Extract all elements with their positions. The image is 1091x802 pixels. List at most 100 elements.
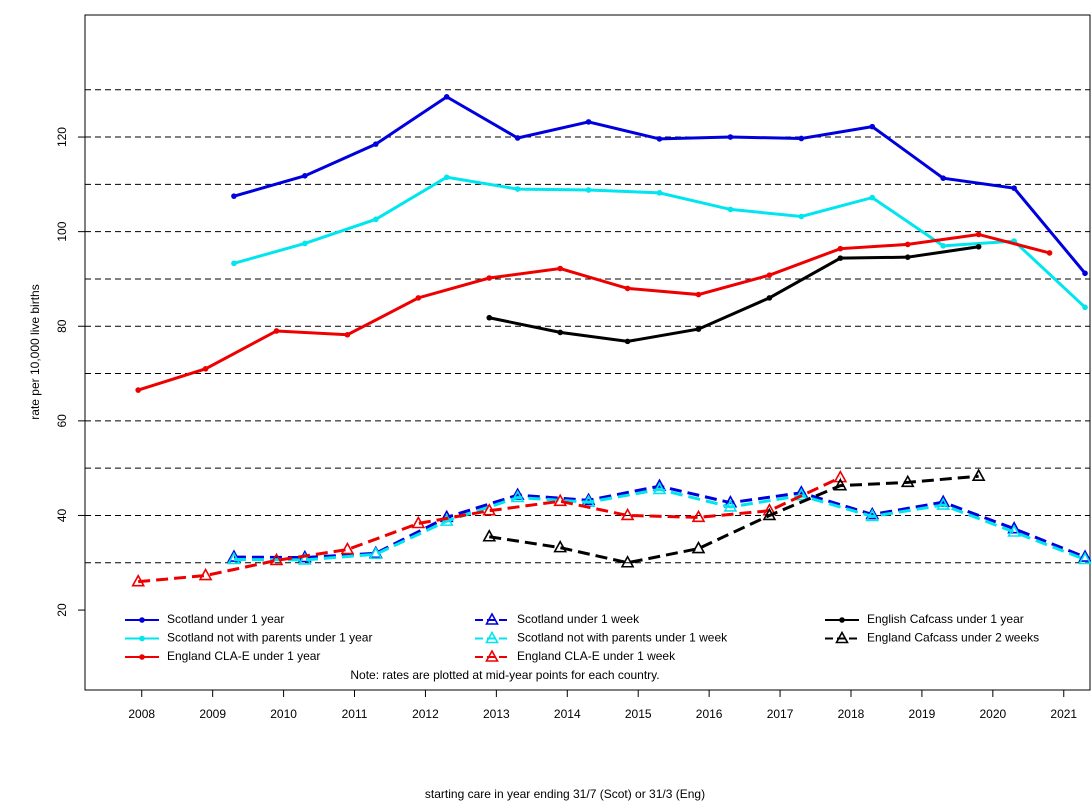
data-point [482,503,497,516]
x-tick-label: 2018 [838,707,865,721]
data-point [585,187,592,193]
series-line [233,487,1086,562]
legend-label: England Cafcass under 2 weeks [867,631,1039,645]
data-point [298,552,312,565]
data-point [1011,185,1017,191]
data-point [227,551,241,565]
x-tick-label: 2019 [909,707,936,721]
x-tick-label: 2008 [128,707,155,721]
data-point [975,243,982,250]
series-line [137,232,1050,392]
data-point [553,539,568,553]
x-tick-label: 2013 [483,707,510,721]
series-line [233,95,1087,275]
data-point [727,134,734,140]
data-point [904,254,911,260]
data-point [940,175,946,181]
data-point [794,487,809,501]
data-point [865,506,880,520]
data-point [869,194,876,201]
series-line [138,476,841,584]
data-point [837,245,844,252]
data-point [514,186,521,192]
legend-marker [139,617,145,623]
data-point [762,507,777,521]
data-point [971,468,986,481]
data-point [231,193,237,199]
data-point [1007,521,1021,534]
data-point [1082,304,1088,311]
x-tick-label: 2010 [270,707,297,721]
data-point [865,508,880,522]
data-point [368,546,383,560]
y-axis-label: rate per 10,000 live births [28,284,42,419]
x-tick-label: 2014 [554,707,581,721]
data-point [372,141,379,147]
note: Note: rates are plotted at mid-year poin… [350,668,659,682]
x-tick-label: 2021 [1050,707,1077,721]
data-point [443,94,450,100]
x-tick-label: 2020 [979,707,1006,721]
legend-label: England CLA-E under 1 week [517,649,676,663]
legend-marker [485,630,499,644]
x-tick-label: 2016 [696,707,723,721]
data-point [273,328,280,334]
y-tick-label: 40 [55,508,69,522]
data-point [482,529,497,542]
y-tick-label: 80 [55,319,69,333]
data-point [656,190,663,196]
data-point [620,555,635,568]
data-point [231,260,237,267]
data-point [1078,551,1091,565]
data-point [344,331,351,338]
data-point [340,541,355,555]
legend-label: England CLA-E under 1 year [167,649,320,663]
data-point [131,574,146,587]
data-point [135,387,141,393]
legend-label: Scotland under 1 week [517,612,640,626]
data-point [691,509,706,523]
legend-label: Scotland not with parents under 1 year [167,631,372,645]
data-point [624,285,631,292]
data-point [695,326,702,332]
data-point [940,243,946,249]
legend-marker [485,649,499,662]
data-point [837,255,844,261]
data-point [302,173,308,179]
data-point [975,231,982,238]
data-point [585,119,592,125]
data-point [486,275,493,281]
data-point [727,206,734,213]
data-point [372,216,379,223]
series-line [489,474,979,565]
data-point [1046,250,1053,256]
legend-label: Scotland under 1 year [167,612,284,626]
data-point [766,272,773,278]
y-tick-label: 120 [55,127,69,147]
y-tick-label: 60 [55,414,69,428]
data-point [198,567,213,581]
data-point [557,265,563,272]
data-point [691,540,706,554]
data-point [798,213,805,220]
legend-marker [835,630,849,644]
data-point [900,474,915,488]
legend-marker [139,654,145,660]
x-tick-label: 2017 [767,707,794,721]
y-tick-label: 20 [55,603,69,617]
data-point [1007,524,1021,537]
data-point [269,552,284,566]
x-tick-label: 2011 [342,707,368,721]
x-tick-label: 2015 [625,707,652,721]
data-point [904,241,911,248]
data-point [1082,270,1088,277]
data-point [833,469,848,483]
data-point [723,499,738,512]
legend-marker [485,612,499,625]
x-axis-label: starting care in year ending 31/7 (Scot)… [425,787,705,801]
data-point [302,240,308,247]
data-point [620,507,635,521]
data-point [581,492,596,506]
series-line [233,175,1087,309]
x-tick-label: 2012 [412,707,439,721]
